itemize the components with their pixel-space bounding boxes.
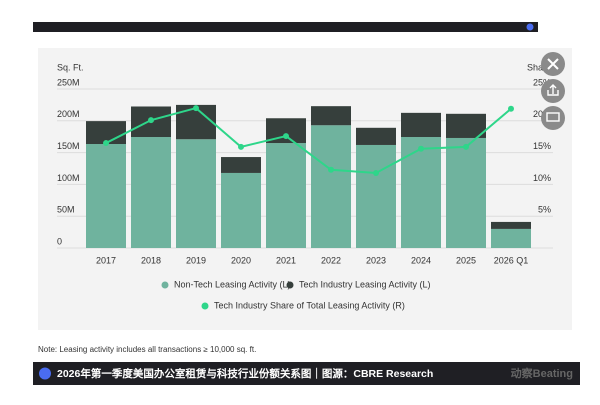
legend-label: Tech Industry Share of Total Leasing Act… [214, 300, 405, 310]
share-point [283, 133, 289, 140]
y-tick-label: 150M [57, 141, 80, 151]
share-point [103, 140, 109, 147]
x-tick-label: 2017 [96, 255, 116, 265]
x-tick-label: 2023 [366, 255, 386, 265]
side-buttons [541, 52, 565, 130]
y2-tick-label: 25% [533, 77, 551, 87]
bar-segment [311, 106, 351, 126]
legend-label: Tech Industry Leasing Activity (L) [299, 279, 431, 289]
x-tick-label: 2020 [231, 255, 251, 265]
bar-segment [86, 144, 126, 248]
close-icon [547, 58, 559, 70]
top-bar [33, 22, 580, 32]
y-tick-label: 200M [57, 109, 80, 119]
y2-tick-label: 15% [533, 141, 551, 151]
x-tick-label: 2022 [321, 255, 341, 265]
share-line [105, 106, 512, 174]
bar-segment [221, 157, 261, 173]
y2-tick-label: 5% [538, 205, 551, 215]
y-tick-label: 250M [57, 77, 80, 87]
x-tick-label: 2019 [186, 255, 206, 265]
share-point [328, 166, 334, 173]
legend-label: Non-Tech Leasing Activity (L) [174, 279, 291, 289]
bar-segment [491, 228, 531, 248]
bar-segment [131, 137, 171, 248]
caption-bar [33, 362, 580, 385]
note: Note: Leasing activity includes all tran… [38, 345, 256, 354]
bar-segment [311, 125, 351, 248]
legend-swatch [201, 302, 209, 310]
x-tick-label: 2018 [141, 255, 161, 265]
bar-segment [266, 143, 306, 248]
share-point [418, 145, 424, 152]
bar-segment [356, 144, 396, 248]
bar-segment [356, 127, 396, 145]
x-tick-label: 2025 [456, 255, 476, 265]
legend-swatch [161, 281, 169, 289]
x-tick-label: 2024 [411, 255, 431, 265]
legend-swatch [286, 281, 294, 289]
bar-segment [401, 137, 441, 248]
share-point [508, 105, 514, 112]
share-point [148, 117, 154, 124]
y-tick-label: 100M [57, 173, 80, 183]
share-icon [547, 84, 559, 96]
top-bar-tab [538, 22, 580, 32]
share-point [373, 169, 379, 176]
y-axis-label: Sq. Ft. [57, 62, 84, 72]
watermark: 动察Beating [511, 366, 573, 380]
share-point [193, 105, 199, 112]
comment-icon [546, 112, 560, 122]
bar-segment [446, 113, 486, 138]
share-point [238, 143, 244, 150]
caption-dot [39, 367, 51, 380]
bar-segment [176, 139, 216, 248]
x-tick-label: 2026 Q1 [494, 255, 529, 265]
y-tick-label: 0 [57, 236, 62, 246]
x-tick-label: 2021 [276, 255, 296, 265]
comment-button[interactable] [541, 106, 565, 130]
y2-tick-label: 10% [533, 173, 551, 183]
bar-segment [491, 221, 531, 229]
bar-segment [221, 172, 261, 248]
top-bar-dot [526, 23, 534, 31]
y-tick-label: 50M [57, 205, 75, 215]
legend: Non-Tech Leasing Activity (L) Tech Indust… [161, 279, 431, 310]
y2-axis-label: Share [527, 62, 551, 72]
bar-segment [401, 112, 441, 138]
caption: 2026年第一季度美国办公室租赁与科技行业份额关系图｜图源：CBRE Resea… [57, 367, 433, 380]
share-point [463, 143, 469, 150]
bar-segment [446, 137, 486, 248]
